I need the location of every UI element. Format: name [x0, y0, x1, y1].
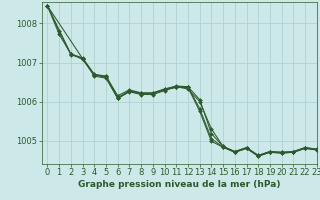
X-axis label: Graphe pression niveau de la mer (hPa): Graphe pression niveau de la mer (hPa) — [78, 180, 280, 189]
